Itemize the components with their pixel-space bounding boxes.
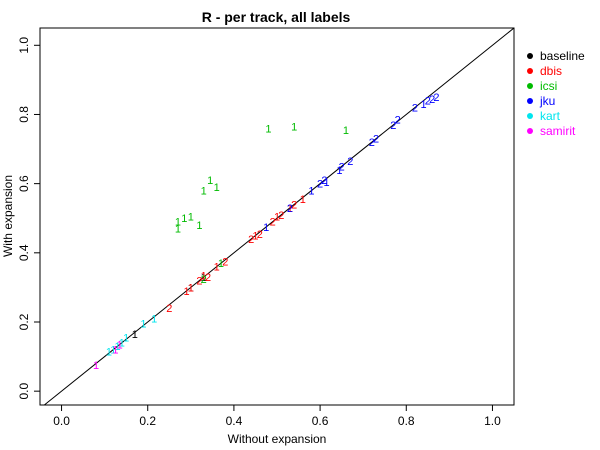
point-icsi-6: 1: [207, 175, 213, 187]
x-tick-label: 0.2: [139, 414, 156, 428]
point-dbis-5: 2: [205, 272, 211, 284]
y-tick-label: 0.6: [17, 175, 31, 192]
point-jku-0: 1: [263, 222, 269, 234]
point-dbis-3: 2: [196, 275, 202, 287]
point-kart-1: 1: [110, 345, 116, 357]
x-tick-label: 0.0: [53, 414, 70, 428]
point-icsi-10: 1: [343, 125, 349, 137]
point-jku-9: 2: [369, 137, 375, 149]
point-dbis-7: 2: [222, 256, 228, 268]
point-dbis-2: 1: [188, 282, 194, 294]
point-jku-3: 2: [317, 179, 323, 191]
point-kart-3: 1: [119, 338, 125, 350]
point-dbis-16: 1: [300, 194, 306, 206]
point-dbis-1: 1: [183, 286, 189, 298]
point-dbis-4: 1: [201, 270, 207, 282]
legend-marker-icsi: [527, 83, 533, 89]
y-tick-label: 0.8: [17, 106, 31, 123]
point-samirit-2: 1: [117, 339, 123, 351]
point-dbis-8: 2: [248, 234, 254, 246]
y-tick-label: 0.4: [17, 244, 31, 261]
point-jku-14: 1: [420, 99, 426, 111]
point-jku-16: 2: [429, 94, 435, 106]
legend-marker-jku: [527, 98, 533, 104]
point-jku-6: 1: [336, 165, 342, 177]
x-axis-label: Without expansion: [228, 432, 327, 446]
x-tick-label: 0.6: [312, 414, 329, 428]
legend-label-baseline: baseline: [540, 49, 585, 63]
y-axis: 0.0 0.2 0.4 0.6 0.8 1.0: [17, 37, 40, 400]
point-icsi-11: 1: [218, 258, 224, 270]
point-baseline-2: 1: [201, 272, 207, 284]
point-jku-8: 2: [347, 156, 353, 168]
x-tick-label: 0.4: [226, 414, 243, 428]
point-kart-6: 1: [151, 314, 157, 326]
legend-marker-baseline: [527, 53, 533, 59]
point-icsi-8: 1: [265, 123, 271, 135]
legend-label-icsi: icsi: [540, 79, 557, 93]
legend-label-dbis: dbis: [540, 64, 562, 78]
point-dbis-15: 2: [291, 199, 297, 211]
point-jku-1: 2: [287, 203, 293, 215]
point-jku-11: 2: [390, 120, 396, 132]
legend-marker-dbis: [527, 68, 533, 74]
point-kart-5: 1: [140, 319, 146, 331]
point-baseline-0: 1: [132, 329, 138, 341]
point-dbis-9: 1: [252, 231, 258, 243]
point-dbis-0: 2: [166, 303, 172, 315]
point-samirit-0: 1: [93, 360, 99, 372]
point-baseline-1: 1: [188, 282, 194, 294]
chart-title: R - per track, all labels: [202, 9, 351, 25]
point-dbis-10: 2: [257, 229, 263, 241]
legend-marker-kart: [527, 113, 533, 119]
x-tick-label: 0.8: [398, 414, 415, 428]
point-jku-10: 2: [373, 134, 379, 146]
point-dbis-13: 2: [278, 210, 284, 222]
y-tick-label: 0.0: [17, 383, 31, 400]
point-kart-0: 1: [106, 346, 112, 358]
point-dbis-14: 1: [287, 203, 293, 215]
point-icsi-5: 1: [201, 186, 207, 198]
point-icsi-2: 1: [181, 213, 187, 225]
legend-label-jku: jku: [539, 94, 555, 108]
point-jku-7: 2: [339, 161, 345, 173]
point-jku-5: 1: [323, 177, 329, 189]
point-icsi-7: 1: [214, 182, 220, 194]
point-kart-2: 1: [115, 341, 121, 353]
point-jku-15: 2: [425, 96, 431, 108]
identity-line: [43, 27, 515, 406]
legend-label-kart: kart: [540, 109, 561, 123]
y-tick-label: 1.0: [17, 37, 31, 54]
legend-label-samirit: samirit: [540, 124, 576, 138]
point-dbis-6: 1: [214, 262, 220, 274]
point-jku-13: 2: [412, 103, 418, 115]
point-samirit-1: 1: [112, 345, 118, 357]
x-axis: 0.0 0.2 0.4 0.6 0.8 1.0: [53, 405, 501, 428]
point-icsi-9: 1: [291, 122, 297, 134]
point-jku-4: 2: [321, 175, 327, 187]
point-dbis-11: 2: [270, 217, 276, 229]
point-kart-4: 1: [123, 333, 129, 345]
point-icsi-12: 2: [201, 274, 207, 286]
point-icsi-1: 1: [175, 217, 181, 229]
point-icsi-4: 1: [196, 220, 202, 232]
plot-frame: [39, 27, 515, 406]
y-tick-label: 0.2: [17, 313, 31, 330]
x-tick-label: 1.0: [484, 414, 501, 428]
point-jku-17: 2: [433, 92, 439, 104]
legend-marker-samirit: [527, 128, 533, 134]
point-jku-2: 1: [308, 186, 314, 198]
point-dbis-12: 1: [274, 212, 280, 224]
point-icsi-3: 1: [188, 212, 194, 224]
point-jku-12: 2: [395, 115, 401, 127]
point-icsi-0: 1: [175, 224, 181, 236]
y-axis-label: With expansion: [1, 175, 15, 257]
